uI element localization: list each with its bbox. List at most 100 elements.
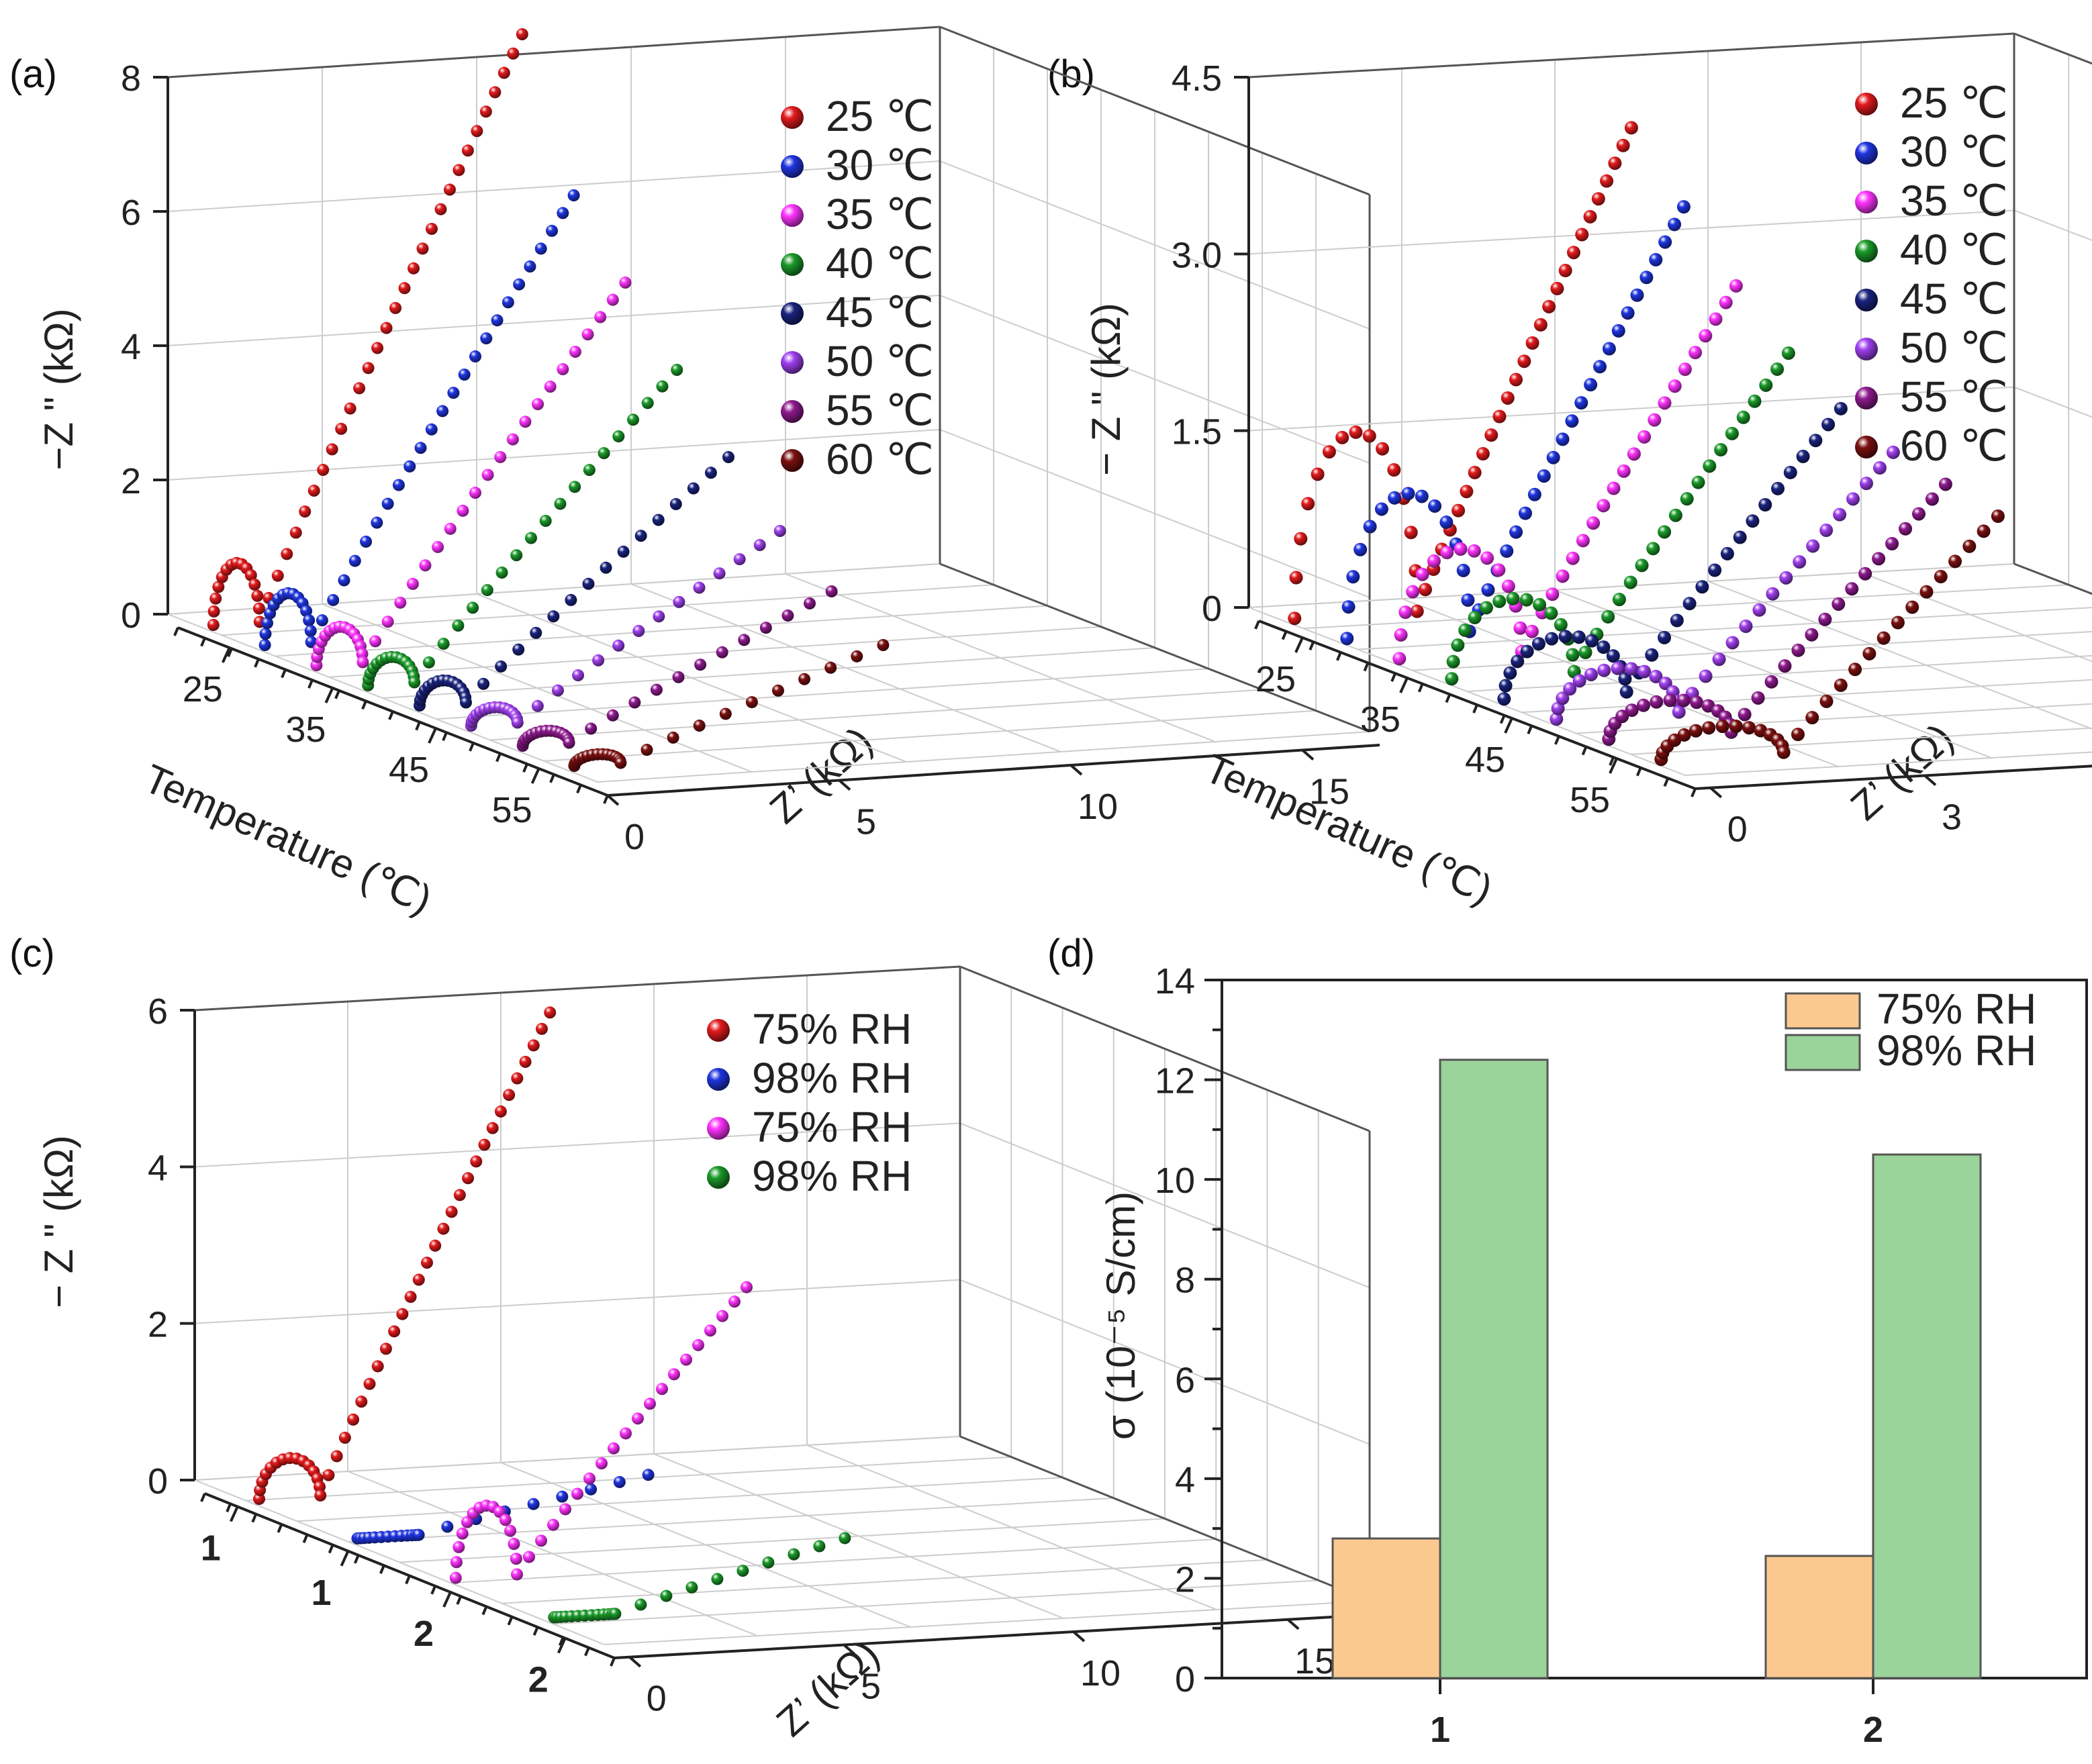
data-point — [1294, 532, 1308, 546]
data-point — [1533, 317, 1548, 332]
data-point — [1583, 209, 1597, 224]
data-point — [1637, 430, 1652, 444]
data-point — [461, 1516, 473, 1528]
data-point — [1565, 414, 1579, 428]
y-tick-label: 5 — [861, 1667, 881, 1707]
data-point — [1374, 502, 1388, 516]
data-point — [404, 1291, 417, 1304]
data-point — [613, 1475, 626, 1488]
gridline — [2013, 386, 2092, 418]
y-tick-label: 10 — [1078, 787, 1118, 827]
legend-label: 75% RH — [752, 1005, 912, 1053]
data-point — [753, 538, 766, 551]
data-point — [1574, 396, 1588, 410]
z-tick-label: 4.5 — [1172, 58, 1222, 99]
series-0 — [253, 1006, 557, 1506]
data-point — [824, 661, 837, 674]
data-point — [1362, 429, 1376, 443]
data-point — [1492, 594, 1507, 608]
x-minor-tick — [576, 784, 582, 794]
data-point — [1602, 342, 1616, 356]
data-point — [360, 535, 373, 548]
data-point — [1736, 410, 1750, 424]
data-point — [544, 1006, 557, 1019]
data-point — [1759, 378, 1773, 392]
data-point — [693, 720, 706, 732]
panel-label-b: (b) — [1047, 52, 1095, 96]
data-point — [1617, 464, 1631, 478]
data-point — [510, 549, 523, 562]
gridline — [167, 563, 941, 615]
data-point — [1977, 524, 1991, 538]
x-minor-tick — [334, 689, 340, 699]
data-point — [653, 610, 665, 623]
data-point — [687, 482, 700, 495]
data-point — [1619, 685, 1633, 699]
series-6 — [516, 585, 838, 752]
data-point — [1776, 745, 1791, 759]
z-tick-label: 6 — [121, 193, 141, 233]
x-minor-tick — [456, 1596, 463, 1605]
data-point — [1446, 654, 1460, 669]
x-minor-tick — [549, 773, 555, 783]
data-point — [394, 596, 407, 609]
gridline — [1707, 581, 2092, 730]
data-point — [1680, 492, 1694, 506]
series-group — [1288, 121, 2005, 767]
data-point — [1658, 235, 1672, 249]
data-point — [479, 105, 492, 118]
data-point — [1597, 663, 1611, 677]
data-point — [531, 699, 544, 712]
data-point — [1544, 606, 1558, 620]
data-point — [877, 639, 890, 651]
x-tick-label: 45 — [389, 750, 429, 790]
data-point — [1791, 643, 1805, 657]
data-point — [1428, 499, 1442, 513]
gridline — [436, 668, 1209, 720]
data-point — [1509, 525, 1523, 539]
data-point — [1511, 654, 1525, 669]
data-point — [507, 47, 520, 60]
data-point — [1925, 492, 1939, 506]
x-tick — [1399, 677, 1409, 693]
legend-marker — [1855, 191, 1878, 213]
data-point — [551, 684, 564, 697]
x-minor-tick — [173, 627, 179, 636]
data-point — [1639, 271, 1654, 285]
data-point — [416, 242, 429, 255]
data-point — [1719, 295, 1733, 309]
legend-swatch — [1785, 1034, 1861, 1071]
data-point — [524, 532, 537, 544]
data-point — [1340, 632, 1354, 646]
data-point — [1392, 652, 1407, 666]
data-point — [1752, 603, 1766, 617]
series-group — [253, 1006, 851, 1624]
series-7 — [1654, 509, 2005, 767]
data-point — [412, 1273, 425, 1286]
data-point — [1503, 666, 1517, 680]
legend-label: 40 ℃ — [1900, 226, 2008, 274]
data-point — [722, 451, 734, 463]
legend-label: 60 ℃ — [826, 435, 934, 483]
data-point — [1545, 632, 1559, 646]
data-point — [444, 522, 457, 535]
data-point — [650, 683, 663, 696]
data-point — [1991, 509, 2005, 524]
y-tick-label: 15 — [1294, 1641, 1335, 1681]
data-point — [1572, 630, 1586, 644]
data-point — [612, 430, 625, 443]
legend-label: 35 ℃ — [826, 190, 934, 238]
data-point — [547, 610, 560, 623]
data-point — [348, 554, 361, 567]
x-minor-tick — [1581, 746, 1588, 756]
data-point — [429, 1239, 442, 1252]
data-point — [1311, 467, 1325, 481]
data-point — [503, 1089, 516, 1101]
data-point — [1525, 624, 1539, 638]
series-2 — [449, 1281, 753, 1584]
y-tick-label: 6 — [1175, 1360, 1195, 1400]
z-tick-label: 2 — [148, 1305, 168, 1345]
y-axis — [1695, 765, 2092, 790]
data-point — [1672, 705, 1686, 719]
